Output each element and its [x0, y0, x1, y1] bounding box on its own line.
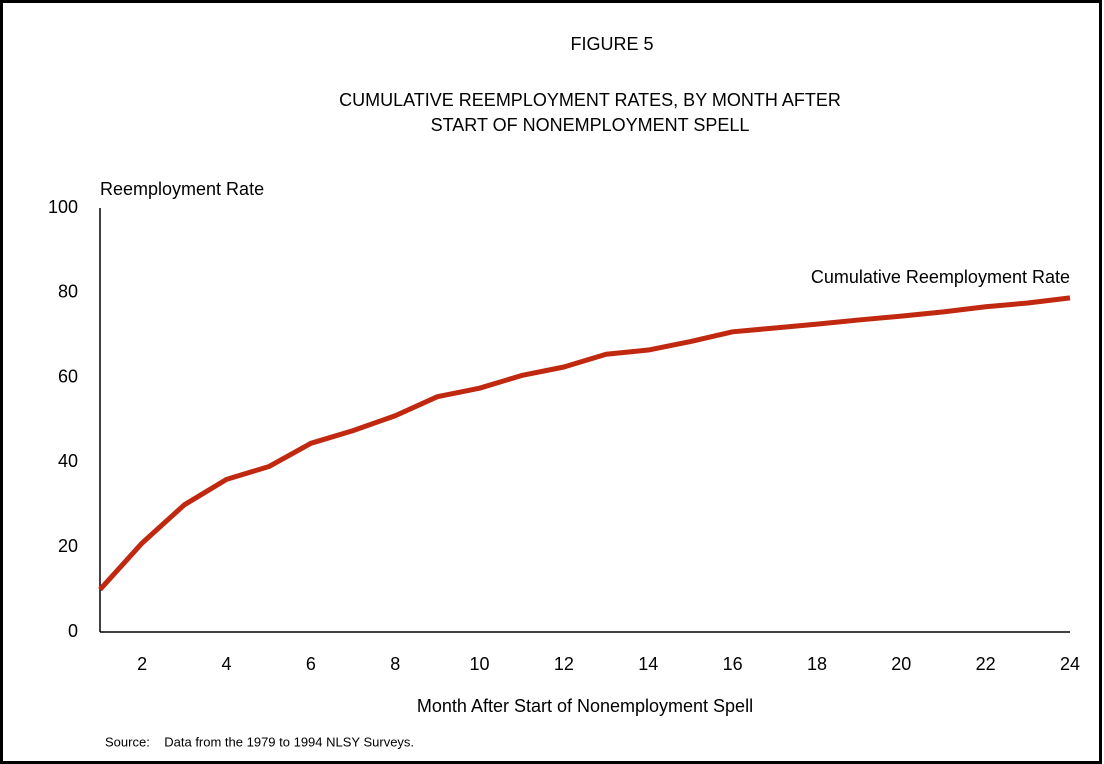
x-tick-label: 24: [1060, 654, 1080, 674]
y-axis-label: Reemployment Rate: [100, 179, 264, 199]
x-tick-label: 22: [976, 654, 996, 674]
x-tick-label: 12: [554, 654, 574, 674]
x-tick-label: 20: [891, 654, 911, 674]
y-tick-label: 100: [48, 197, 78, 217]
x-tick-label: 18: [807, 654, 827, 674]
chart-subtitle: CUMULATIVE REEMPLOYMENT RATES, BY MONTH …: [339, 90, 841, 110]
y-tick-label: 20: [58, 536, 78, 556]
x-tick-label: 6: [306, 654, 316, 674]
x-tick-label: 16: [723, 654, 743, 674]
series-label: Cumulative Reemployment Rate: [811, 267, 1070, 287]
y-tick-label: 40: [58, 451, 78, 471]
x-tick-label: 8: [390, 654, 400, 674]
y-tick-label: 0: [68, 621, 78, 641]
x-tick-label: 10: [470, 654, 490, 674]
y-tick-label: 60: [58, 366, 78, 386]
x-tick-label: 14: [638, 654, 658, 674]
x-tick-label: 4: [222, 654, 232, 674]
x-axis-label: Month After Start of Nonemployment Spell: [417, 696, 753, 716]
data-line: [98, 295, 1071, 592]
x-tick-label: 2: [137, 654, 147, 674]
chart-subtitle: START OF NONEMPLOYMENT SPELL: [431, 115, 750, 135]
y-tick-label: 80: [58, 282, 78, 302]
chart-title: FIGURE 5: [570, 34, 653, 54]
source-note: Source: Data from the 1979 to 1994 NLSY …: [105, 734, 414, 749]
